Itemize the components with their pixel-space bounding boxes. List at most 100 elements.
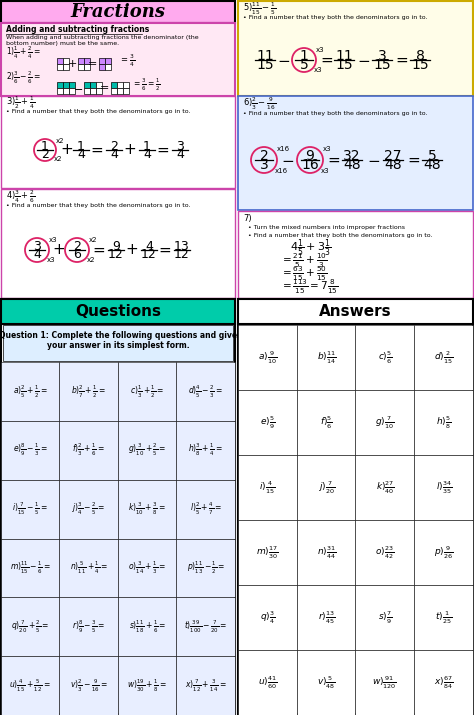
Text: 1: 1 — [143, 139, 151, 152]
Text: =: = — [88, 59, 98, 69]
Text: $q)\frac{3}{4}$: $q)\frac{3}{4}$ — [260, 609, 275, 626]
Text: $g)\frac{3}{10}+\frac{2}{5}=$: $g)\frac{3}{10}+\frac{2}{5}=$ — [128, 442, 166, 458]
Bar — [238, 325, 297, 390]
Bar — [238, 1, 473, 96]
Text: 3: 3 — [176, 139, 184, 152]
Text: $p)\frac{9}{26}$: $p)\frac{9}{26}$ — [434, 544, 453, 561]
Text: 1: 1 — [41, 139, 49, 152]
Text: • Find a number that they both the denominators go in to.: • Find a number that they both the denom… — [6, 109, 191, 114]
Text: $o)\frac{3}{14}+\frac{1}{3}=$: $o)\frac{3}{14}+\frac{1}{3}=$ — [128, 560, 166, 576]
Text: 15: 15 — [411, 58, 429, 72]
Text: 4: 4 — [145, 240, 153, 252]
Bar — [1, 480, 60, 538]
Text: x16: x16 — [275, 168, 288, 174]
Text: x2: x2 — [89, 237, 98, 243]
Bar — [105, 64, 111, 70]
Text: 1: 1 — [77, 139, 85, 152]
Text: $o)\frac{23}{42}$: $o)\frac{23}{42}$ — [375, 544, 394, 561]
Bar — [60, 362, 118, 421]
Text: $t)\frac{1}{25}$: $t)\frac{1}{25}$ — [435, 609, 452, 626]
Text: $w)\frac{19}{30}+\frac{1}{8}=$: $w)\frac{19}{30}+\frac{1}{8}=$ — [128, 678, 167, 694]
Bar — [84, 58, 90, 64]
Bar — [99, 58, 105, 64]
Text: $-$: $-$ — [277, 52, 291, 67]
Bar — [99, 64, 105, 70]
Bar — [117, 88, 123, 94]
Text: $m)\frac{17}{30}$: $m)\frac{17}{30}$ — [256, 544, 279, 561]
Text: 3: 3 — [378, 49, 386, 63]
Bar — [1, 597, 60, 656]
Text: 27: 27 — [384, 149, 402, 163]
Bar — [111, 82, 117, 88]
Text: $p)\frac{11}{13}-\frac{1}{2}=$: $p)\frac{11}{13}-\frac{1}{2}=$ — [187, 560, 225, 576]
Text: $k)\frac{3}{10}+\frac{3}{8}=$: $k)\frac{3}{10}+\frac{3}{8}=$ — [128, 501, 166, 517]
Bar — [118, 421, 176, 480]
Bar — [238, 211, 473, 298]
Text: 5: 5 — [300, 58, 309, 72]
Text: $a)\frac{2}{5}+\frac{1}{2}=$: $a)\frac{2}{5}+\frac{1}{2}=$ — [13, 383, 47, 400]
Text: =: = — [408, 152, 420, 167]
Text: $f)\frac{2}{3}+\frac{1}{6}=$: $f)\frac{2}{3}+\frac{1}{6}=$ — [73, 442, 105, 458]
Text: 15: 15 — [256, 58, 274, 72]
Bar — [238, 96, 473, 210]
Bar — [414, 520, 473, 585]
Text: =: = — [159, 242, 172, 257]
Bar — [63, 58, 69, 64]
Bar — [123, 82, 129, 88]
Text: $c)\frac{1}{3}+\frac{1}{2}=$: $c)\frac{1}{3}+\frac{1}{2}=$ — [130, 383, 164, 400]
Bar — [176, 421, 235, 480]
Text: =: = — [156, 142, 169, 157]
Bar — [414, 325, 473, 390]
Text: +: + — [126, 242, 138, 257]
Text: =: = — [91, 142, 103, 157]
Text: 1: 1 — [300, 49, 309, 63]
Bar — [118, 538, 176, 597]
Bar — [1, 96, 235, 188]
Bar — [176, 362, 235, 421]
Text: +: + — [124, 142, 137, 157]
Bar — [63, 64, 69, 70]
Text: =: = — [100, 83, 109, 93]
Text: 6: 6 — [73, 249, 81, 262]
Bar — [1, 299, 235, 324]
Bar — [356, 650, 414, 715]
Text: $=\frac{113}{15}=7\frac{8}{15}$: $=\frac{113}{15}=7\frac{8}{15}$ — [280, 277, 338, 296]
Bar — [1, 299, 235, 714]
Bar — [297, 455, 356, 520]
Bar — [238, 520, 297, 585]
Text: +: + — [67, 59, 77, 69]
Bar — [84, 88, 90, 94]
Text: $4\frac{1}{5}+3\frac{1}{3}$: $4\frac{1}{5}+3\frac{1}{3}$ — [290, 237, 331, 259]
Text: $m)\frac{11}{15}-\frac{1}{6}=$: $m)\frac{11}{15}-\frac{1}{6}=$ — [10, 560, 51, 576]
Text: 15: 15 — [373, 58, 391, 72]
Text: =: = — [396, 52, 409, 67]
Text: $j)\frac{3}{4}-\frac{2}{5}=$: $j)\frac{3}{4}-\frac{2}{5}=$ — [72, 501, 105, 517]
Bar — [60, 656, 118, 715]
Bar — [118, 480, 176, 538]
Text: 15: 15 — [335, 58, 353, 72]
Text: $-$: $-$ — [357, 52, 371, 67]
Bar — [297, 520, 356, 585]
Text: $-$: $-$ — [367, 152, 381, 167]
Bar — [84, 64, 90, 70]
Text: $u)\frac{4}{15}+\frac{5}{12}=$: $u)\frac{4}{15}+\frac{5}{12}=$ — [9, 678, 51, 694]
Text: x3: x3 — [49, 237, 58, 243]
Bar — [1, 538, 60, 597]
Text: 12: 12 — [141, 249, 157, 262]
Text: $r)\frac{13}{45}$: $r)\frac{13}{45}$ — [318, 609, 335, 626]
Bar — [123, 88, 129, 94]
Text: $i)\frac{7}{15}-\frac{1}{5}=$: $i)\frac{7}{15}-\frac{1}{5}=$ — [12, 501, 48, 517]
Bar — [63, 82, 69, 88]
Bar — [60, 421, 118, 480]
Text: 4: 4 — [176, 149, 184, 162]
Text: $s)\frac{11}{18}+\frac{1}{6}=$: $s)\frac{11}{18}+\frac{1}{6}=$ — [128, 618, 166, 635]
Bar — [111, 88, 117, 94]
Text: $c)\frac{5}{6}$: $c)\frac{5}{6}$ — [378, 349, 392, 366]
Bar — [176, 656, 235, 715]
Bar — [297, 390, 356, 455]
Text: x3: x3 — [47, 257, 55, 263]
Bar — [176, 538, 235, 597]
Bar — [414, 585, 473, 650]
Text: your answer in its simplest form.: your answer in its simplest form. — [46, 342, 189, 350]
Bar — [60, 538, 118, 597]
